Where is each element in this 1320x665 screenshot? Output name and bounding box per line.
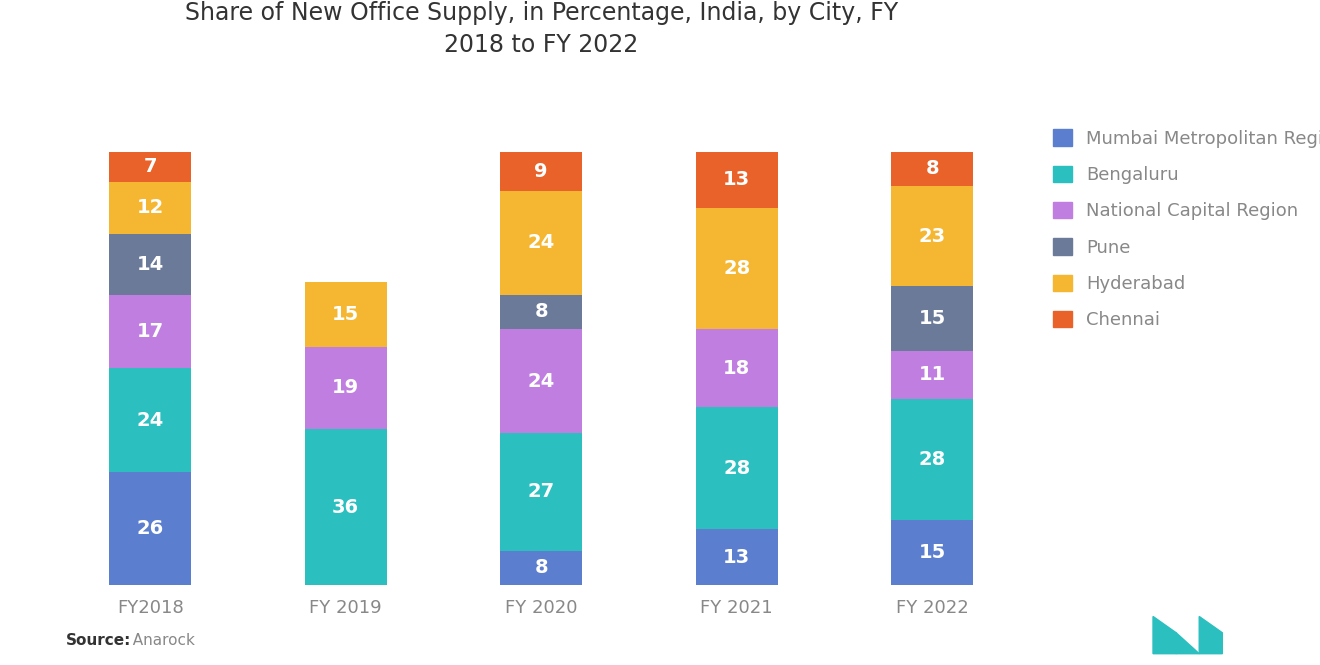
Text: Source:: Source:	[66, 633, 132, 648]
Text: 14: 14	[137, 255, 164, 274]
Bar	[110, 472, 191, 585]
Text: 11: 11	[919, 365, 945, 384]
Text: 9: 9	[535, 162, 548, 180]
Bar	[696, 529, 777, 585]
Bar	[500, 551, 582, 585]
Bar	[305, 346, 387, 429]
Polygon shape	[1199, 616, 1222, 654]
Bar	[696, 208, 777, 329]
Text: 15: 15	[333, 305, 359, 324]
Bar	[305, 281, 387, 346]
Text: 15: 15	[919, 309, 945, 328]
Text: 7: 7	[144, 157, 157, 176]
Text: 23: 23	[919, 227, 945, 245]
Title: Share of New Office Supply, in Percentage, India, by City, FY
2018 to FY 2022: Share of New Office Supply, in Percentag…	[185, 1, 898, 57]
Legend: Mumbai Metropolitan Region, Bengaluru, National Capital Region, Pune, Hyderabad,: Mumbai Metropolitan Region, Bengaluru, N…	[1044, 120, 1320, 338]
Bar	[891, 152, 973, 186]
Text: 17: 17	[137, 322, 164, 341]
Bar	[110, 234, 191, 295]
Text: 18: 18	[723, 359, 750, 378]
Text: 8: 8	[535, 559, 548, 577]
Text: 24: 24	[137, 411, 164, 430]
Bar	[500, 191, 582, 295]
Text: 12: 12	[137, 198, 164, 217]
Text: 19: 19	[333, 378, 359, 398]
Text: 26: 26	[137, 519, 164, 539]
Text: 8: 8	[925, 160, 939, 178]
Bar	[500, 329, 582, 434]
Text: 15: 15	[919, 543, 945, 562]
Text: 28: 28	[723, 459, 750, 477]
Bar	[500, 152, 582, 191]
Polygon shape	[1176, 633, 1199, 654]
Bar	[696, 408, 777, 529]
Text: 13: 13	[723, 547, 750, 567]
Bar	[110, 182, 191, 234]
Text: 24: 24	[528, 233, 554, 252]
Bar	[696, 152, 777, 208]
Bar	[891, 186, 973, 286]
Text: 27: 27	[528, 482, 554, 501]
Bar	[891, 399, 973, 520]
Bar	[500, 295, 582, 329]
Text: 36: 36	[333, 497, 359, 517]
Bar	[891, 520, 973, 585]
Text: 24: 24	[528, 372, 554, 391]
Text: 28: 28	[919, 450, 945, 469]
Bar	[891, 351, 973, 399]
Bar	[110, 152, 191, 182]
Text: 13: 13	[723, 170, 750, 190]
Text: 8: 8	[535, 303, 548, 321]
Bar	[696, 329, 777, 408]
Text: 28: 28	[723, 259, 750, 278]
Bar	[305, 429, 387, 585]
Polygon shape	[1154, 616, 1176, 654]
Bar	[891, 286, 973, 351]
Bar	[110, 295, 191, 368]
Bar	[500, 434, 582, 551]
Bar	[110, 368, 191, 472]
Text: Anarock: Anarock	[123, 633, 194, 648]
